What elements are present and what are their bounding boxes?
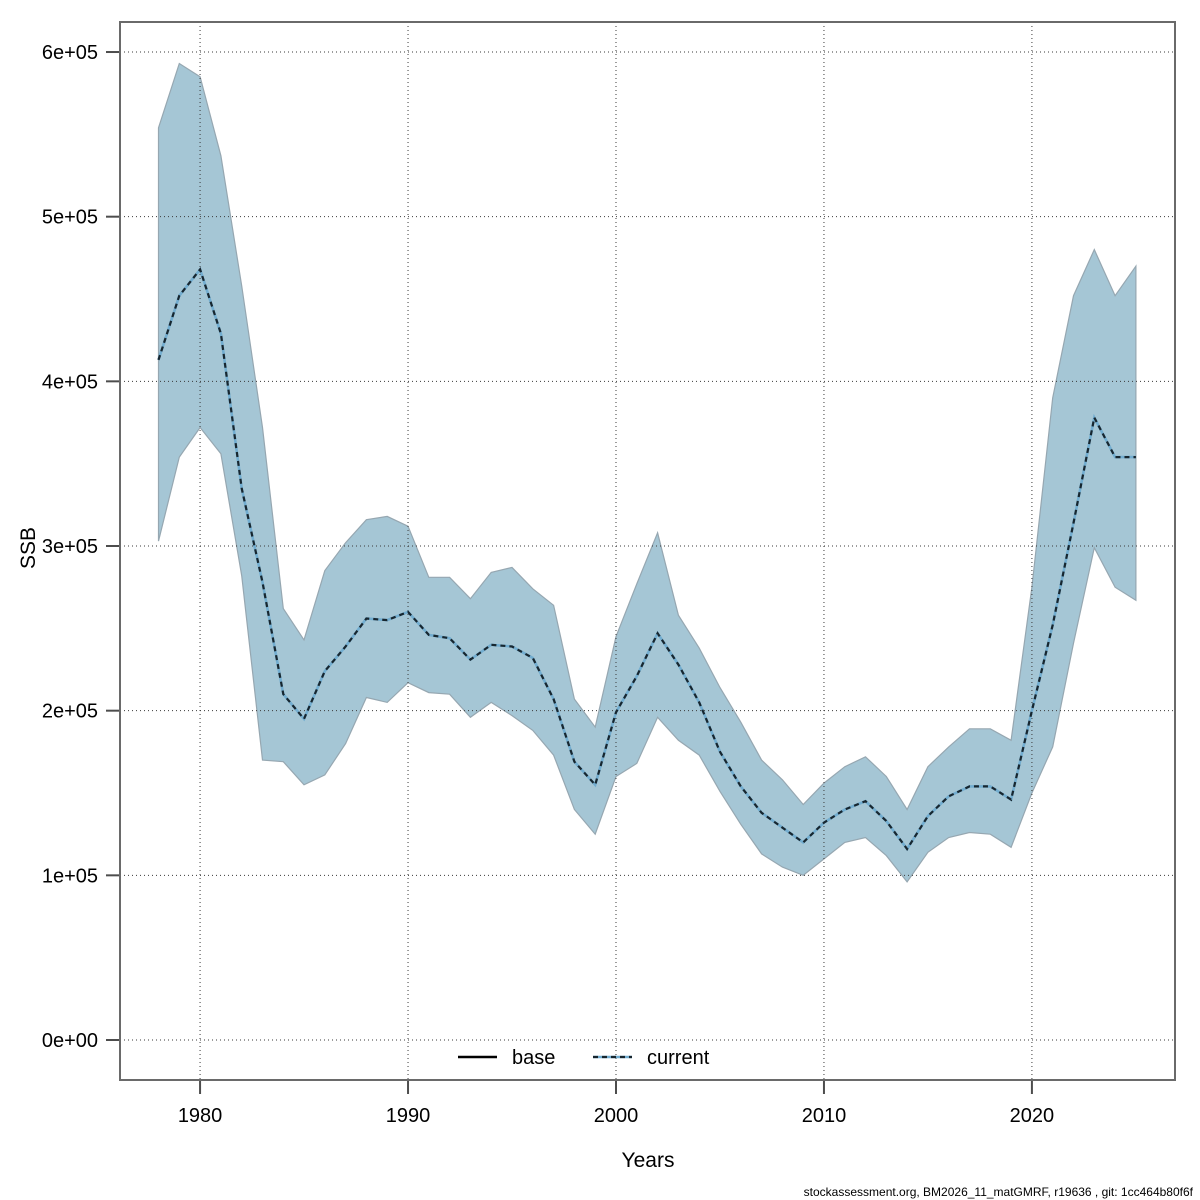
series-layer [157,266,1136,852]
y-tick-label: 3e+05 [42,536,98,558]
x-tick-label: 1980 [178,1105,223,1127]
tick-layer [106,51,1033,1094]
y-tick-label: 6e+05 [42,42,98,64]
legend-current-label: current [647,1047,710,1069]
y-tick-label: 2e+05 [42,701,98,723]
confidence-band-layer [157,62,1137,883]
gridline-layer [120,22,1175,1080]
legend: base current [458,1047,710,1069]
footer-attribution: stockassessment.org, BM2026_11_matGMRF, … [804,1185,1194,1199]
x-axis-title: Years [622,1149,675,1172]
y-axis-title: SSB [17,527,40,569]
axis-frame-layer [119,21,1176,1081]
y-tick-label: 4e+05 [42,371,98,393]
x-tick-label: 2000 [594,1105,639,1127]
tick-label-layer: 0e+00 1e+05 2e+05 3e+05 4e+05 5e+05 6e+05 1980 1… [42,42,1054,1127]
y-tick-label: 0e+00 [42,1030,98,1052]
legend-base-label: base [512,1047,555,1069]
x-tick-label: 2010 [802,1105,847,1127]
y-tick-label: 5e+05 [42,207,98,229]
plot-frame [119,21,1176,1081]
x-tick-label: 1990 [386,1105,431,1127]
confidence-band [157,62,1137,883]
current-line [157,267,1136,851]
y-tick-label: 1e+05 [42,865,98,887]
x-tick-label: 2020 [1010,1105,1055,1127]
